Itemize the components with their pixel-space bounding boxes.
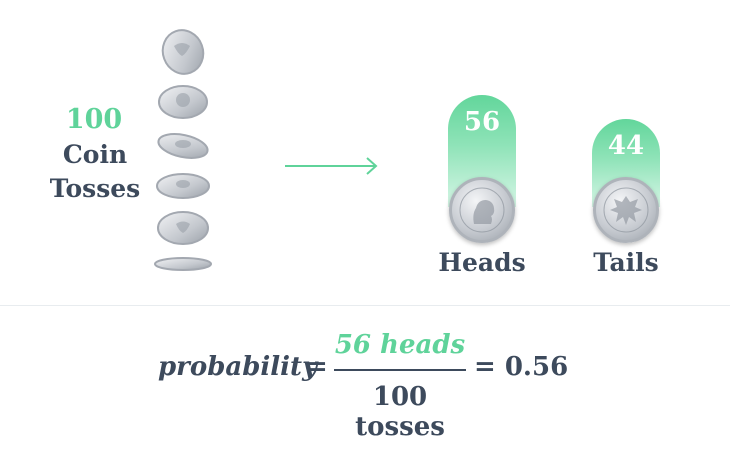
tumbling-coin-icon bbox=[154, 257, 212, 271]
tumbling-coin-icon bbox=[158, 85, 208, 119]
fraction-line bbox=[334, 369, 466, 371]
formula-equals: = bbox=[306, 352, 328, 382]
bar-chart: 56 Heads 44 Tails bbox=[420, 40, 700, 290]
arrow-right-icon bbox=[285, 157, 378, 175]
tails-coin-icon bbox=[593, 177, 659, 243]
toss-label-tosses: Tosses bbox=[49, 174, 141, 203]
section-divider bbox=[0, 305, 730, 306]
bar-value-tails: 44 bbox=[607, 131, 645, 161]
category-tails: Tails bbox=[593, 248, 659, 277]
tumbling-coin-icon bbox=[157, 133, 209, 159]
formula-denominator: 100 tosses bbox=[355, 382, 445, 442]
tumbling-coin-icon bbox=[156, 173, 210, 199]
tumbling-coin-icon bbox=[157, 211, 209, 245]
toss-count: 100 bbox=[65, 104, 123, 135]
category-heads: Heads bbox=[438, 248, 526, 277]
heads-coin-icon bbox=[449, 177, 515, 243]
tumbling-coin-icon bbox=[161, 29, 205, 75]
formula-lhs: probability bbox=[158, 352, 318, 382]
coin-stack bbox=[154, 29, 212, 271]
formula-numerator: 56 heads bbox=[334, 330, 466, 360]
formula-result: = 0.56 bbox=[474, 352, 569, 382]
bar-value-heads: 56 bbox=[463, 107, 501, 137]
toss-label-coin: Coin bbox=[62, 140, 128, 169]
